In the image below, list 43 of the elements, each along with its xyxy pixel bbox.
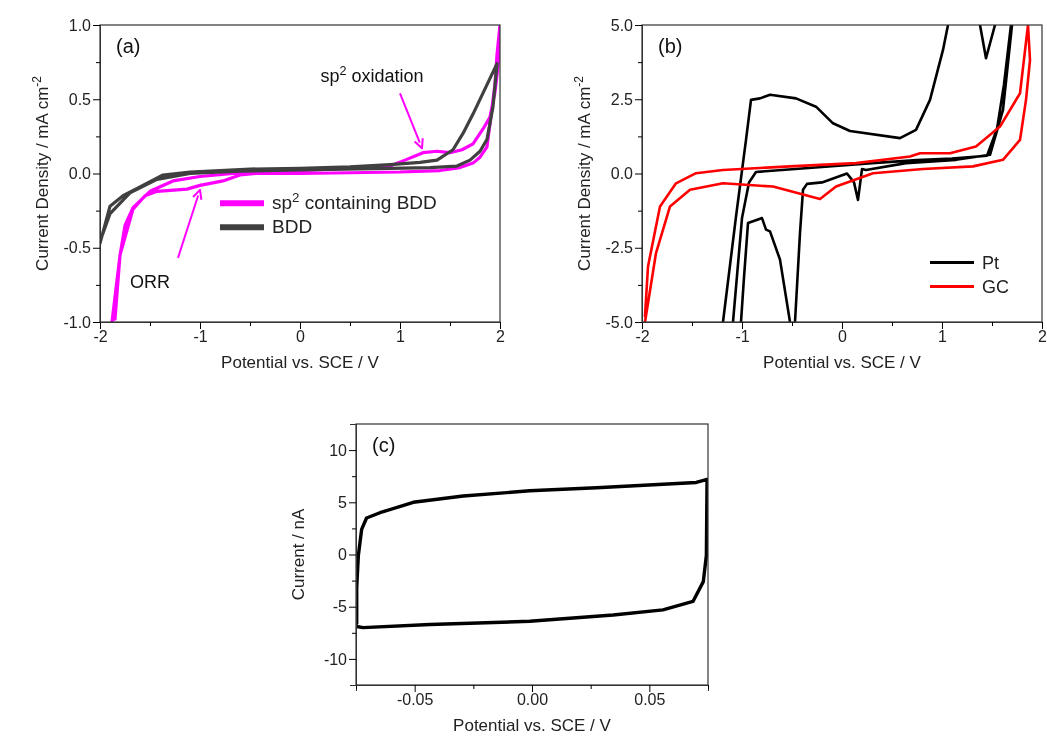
y-tick-label: -2.5 xyxy=(605,239,634,257)
legend-label: GC xyxy=(982,276,1009,297)
y-tick-label: -5 xyxy=(332,598,348,616)
annotation: sp$^{2}$ oxidation xyxy=(320,64,424,87)
y-axis-title: Current / nA xyxy=(289,508,308,601)
x-tick-label: 0 xyxy=(838,328,848,346)
y-tick-label: 5.0 xyxy=(610,16,634,34)
x-tick-label: 0 xyxy=(296,328,306,346)
y-tick-label: 0.5 xyxy=(68,90,92,108)
y-tick-label: 0.0 xyxy=(610,165,634,183)
x-tick-label: -2 xyxy=(93,328,108,346)
x-tick-label: -2 xyxy=(635,328,650,346)
y-tick-label: -5.0 xyxy=(605,313,634,331)
y-tick-label: -10 xyxy=(323,650,348,668)
x-tick-label: 0.00 xyxy=(516,691,549,709)
y-tick-label: -1.0 xyxy=(63,313,92,331)
y-tick-label: 2.5 xyxy=(610,90,634,108)
line-series xyxy=(643,25,1032,322)
x-tick-label: -1 xyxy=(735,328,750,346)
y-tick-label: -0.5 xyxy=(63,239,92,257)
x-axis-title: Potential vs. SCE / V xyxy=(763,353,922,372)
legend-label: sp$^{2}$ containing BDD xyxy=(272,189,437,214)
x-tick-label: -1 xyxy=(193,328,208,346)
x-tick-label: -0.05 xyxy=(396,691,434,709)
x-axis-title: Potential vs. SCE / V xyxy=(453,716,612,735)
x-tick-label: 1 xyxy=(396,328,406,346)
y-tick-label: 0.0 xyxy=(68,165,92,183)
x-tick-label: 2 xyxy=(1038,328,1047,346)
x-tick-label: 0.05 xyxy=(634,691,666,709)
y-tick-label: 5 xyxy=(338,493,348,511)
y-tick-label: 0 xyxy=(338,546,348,564)
annotation: (a) xyxy=(116,35,141,57)
y-tick-label: 10 xyxy=(329,441,348,459)
x-tick-label: 1 xyxy=(938,328,948,346)
line-series xyxy=(100,62,499,245)
legend-label: BDD xyxy=(272,216,313,238)
annotation: ORR xyxy=(130,271,170,292)
y-tick-label: 1.0 xyxy=(68,16,92,34)
annotation: (c) xyxy=(372,434,396,456)
x-tick-label: 2 xyxy=(496,328,506,346)
legend-label: Pt xyxy=(982,252,1000,273)
annotation: (b) xyxy=(658,35,683,57)
x-axis-title: Potential vs. SCE / V xyxy=(221,353,380,372)
